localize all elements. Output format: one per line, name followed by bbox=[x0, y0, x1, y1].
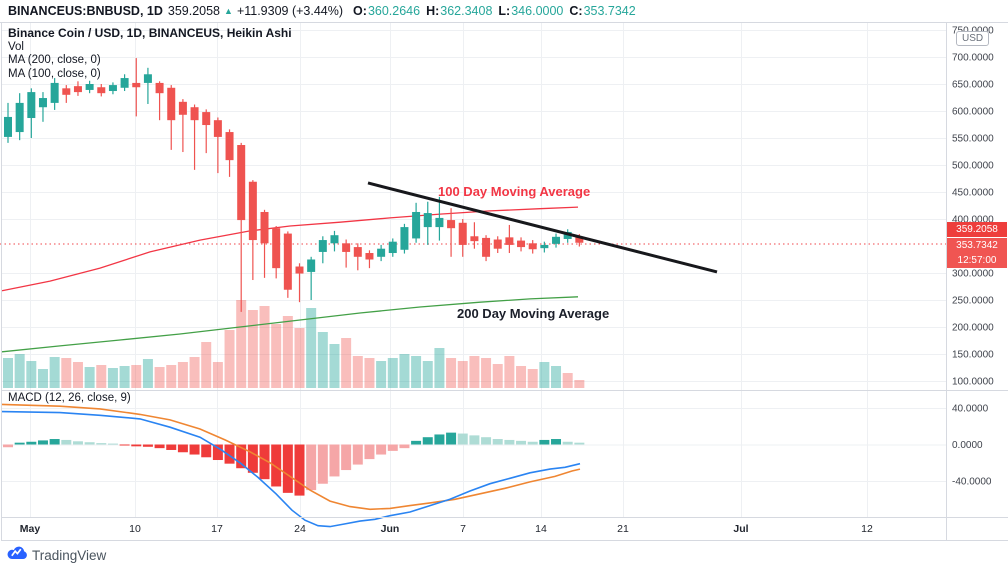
svg-text:150.0000: 150.0000 bbox=[952, 350, 994, 361]
legend-item-ma200[interactable]: MA (200, close, 0) bbox=[8, 54, 101, 66]
time-axis[interactable]: May 10 17 24 Jun 7 14 21 Jul 12 bbox=[20, 523, 873, 535]
svg-text:40.0000: 40.0000 bbox=[952, 404, 989, 415]
macd-line bbox=[1, 410, 581, 528]
annotation-200dma[interactable]: 200 Day Moving Average bbox=[457, 306, 610, 321]
trendline-drawing[interactable] bbox=[367, 181, 718, 274]
svg-text:450.0000: 450.0000 bbox=[952, 188, 994, 199]
macd-lines bbox=[1, 403, 581, 528]
close-label: C: bbox=[569, 4, 583, 18]
annotation-100dma[interactable]: 100 Day Moving Average bbox=[438, 184, 591, 199]
bar-countdown: 12:57:00 bbox=[957, 255, 997, 266]
macd-histogram bbox=[3, 432, 585, 496]
svg-text:12: 12 bbox=[861, 523, 873, 535]
price-up-arrow-icon: ▲ bbox=[224, 6, 233, 16]
macd-legend[interactable]: MACD (12, 26, close, 9) bbox=[8, 392, 131, 404]
symbol-name: BINANCEUS:BNBUSD, 1D bbox=[8, 4, 163, 18]
svg-text:550.0000: 550.0000 bbox=[952, 134, 994, 145]
svg-text:700.0000: 700.0000 bbox=[952, 53, 994, 64]
svg-text:600.0000: 600.0000 bbox=[952, 107, 994, 118]
current-price-badge: 353.7342 12:57:00 bbox=[947, 238, 1007, 268]
tradingview-brand-text: TradingView bbox=[32, 547, 107, 563]
legend-series-title[interactable]: Binance Coin / USD, 1D, BINANCEUS, Heiki… bbox=[8, 26, 292, 40]
last-price-badge: 359.2058 bbox=[947, 222, 1007, 237]
candles-layer bbox=[4, 58, 584, 312]
tradingview-logo-icon bbox=[7, 545, 27, 565]
legend-item-volume[interactable]: Vol bbox=[8, 40, 24, 53]
low-label: L: bbox=[498, 4, 511, 18]
chart-frame bbox=[0, 22, 1008, 541]
svg-text:17: 17 bbox=[211, 523, 223, 535]
high-value: 362.3408 bbox=[440, 4, 493, 18]
svg-text:Jul: Jul bbox=[733, 523, 748, 535]
open-label: O: bbox=[353, 4, 367, 18]
low-value: 346.0000 bbox=[511, 4, 564, 18]
legend-item-ma100[interactable]: MA (100, close, 0) bbox=[8, 67, 101, 80]
close-value: 353.7342 bbox=[583, 4, 636, 18]
currency-label: USD bbox=[956, 31, 990, 46]
svg-text:21: 21 bbox=[617, 523, 629, 535]
svg-text:-40.0000: -40.0000 bbox=[952, 477, 992, 488]
current-price-value: 353.7342 bbox=[956, 240, 998, 251]
svg-text:10: 10 bbox=[129, 523, 141, 535]
svg-text:24: 24 bbox=[294, 523, 306, 535]
svg-text:14: 14 bbox=[535, 523, 547, 535]
svg-text:7: 7 bbox=[460, 523, 466, 535]
svg-text:100.0000: 100.0000 bbox=[952, 377, 994, 388]
ma200-line bbox=[1, 296, 579, 353]
price-change: +11.9309 (+3.44%) bbox=[236, 4, 344, 18]
svg-text:250.0000: 250.0000 bbox=[952, 296, 994, 307]
svg-text:400.0000: 400.0000 bbox=[952, 215, 994, 226]
ma100-line bbox=[1, 206, 579, 292]
svg-text:200.0000: 200.0000 bbox=[952, 323, 994, 334]
svg-text:0.0000: 0.0000 bbox=[952, 440, 983, 451]
svg-text:300.0000: 300.0000 bbox=[952, 269, 994, 280]
high-label: H: bbox=[426, 4, 440, 18]
price-axis[interactable]: 750.0000700.0000650.0000600.0000550.0000… bbox=[952, 26, 994, 488]
tradingview-logo[interactable]: TradingView bbox=[7, 545, 106, 565]
grid-layer bbox=[1, 22, 946, 518]
open-value: 360.2646 bbox=[367, 4, 421, 18]
last-price: 359.2058 bbox=[167, 4, 221, 18]
symbol-info-bar: BINANCEUS:BNBUSD, 1D 359.2058 ▲ +11.9309… bbox=[8, 0, 639, 22]
svg-text:500.0000: 500.0000 bbox=[952, 161, 994, 172]
svg-text:May: May bbox=[20, 523, 41, 535]
signal-line bbox=[1, 403, 581, 511]
chart-legend: Binance Coin / USD, 1D, BINANCEUS, Heiki… bbox=[8, 26, 292, 81]
moving-average-lines bbox=[1, 206, 579, 353]
volume-layer bbox=[3, 300, 585, 388]
svg-text:Jun: Jun bbox=[381, 523, 400, 535]
svg-text:650.0000: 650.0000 bbox=[952, 80, 994, 91]
